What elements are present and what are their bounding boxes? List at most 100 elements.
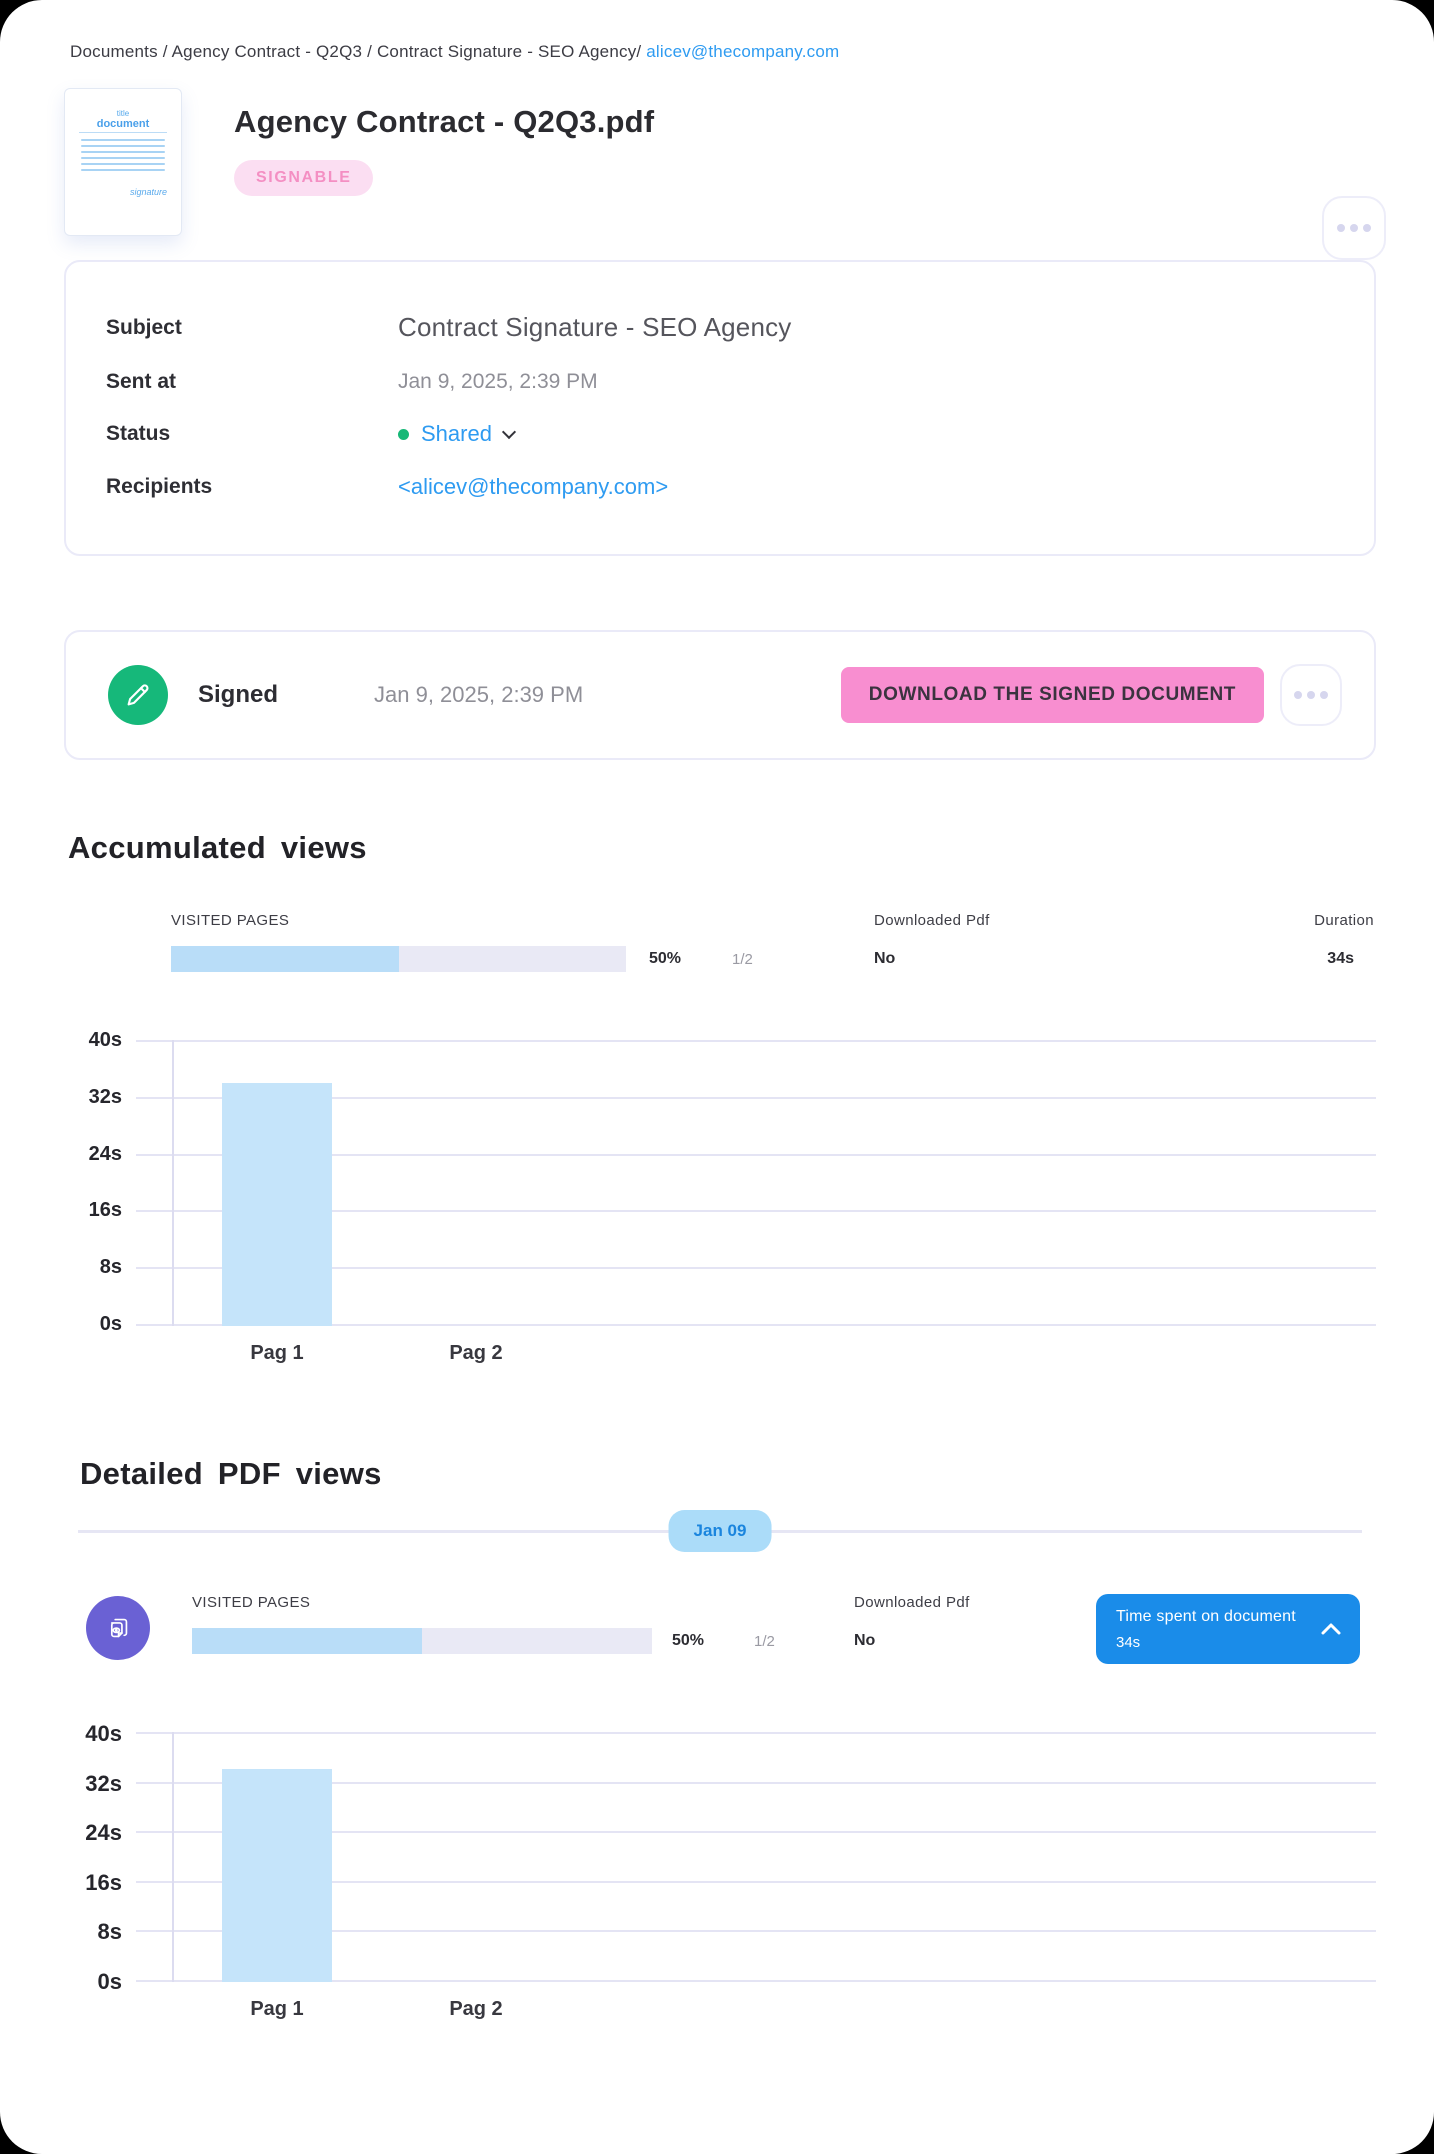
thumbnail-text-line <box>81 157 165 159</box>
y-axis-tick-label: 32s <box>88 1086 122 1108</box>
thumbnail-text-line <box>81 163 165 165</box>
status-green-dot-icon <box>398 428 409 440</box>
visited-pages-progress-fill <box>192 1628 422 1654</box>
x-axis-label: Pag 2 <box>449 1998 503 2020</box>
dates-timeline: Jan 09 <box>64 1510 1376 1554</box>
y-axis-tick-label: 24s <box>88 1143 122 1165</box>
breadcrumb-separator: / <box>636 42 647 61</box>
accumulated-views-chart: Pag 1 Pag 2 0s 8s 16s 24s 32s 40s <box>64 1029 1376 1370</box>
thumbnail-text-line <box>81 151 165 153</box>
download-signed-document-button[interactable]: DOWNLOAD THE SIGNED DOCUMENT <box>840 667 1264 723</box>
breadcrumb-separator: / <box>362 42 377 61</box>
status-dropdown[interactable]: Shared <box>398 421 1334 447</box>
gridline <box>136 1732 1376 1734</box>
visited-pages-progressbar <box>171 946 626 972</box>
gridline <box>136 1831 1376 1833</box>
sent-at-label: Sent at <box>106 370 177 393</box>
subject-row: Subject Contract Signature - SEO Agency <box>106 312 1334 343</box>
gridline <box>136 1097 1376 1099</box>
signable-badge: SIGNABLE <box>234 160 374 196</box>
thumbnail-text-line <box>81 139 165 141</box>
visited-pages-fraction: 1/2 <box>732 951 753 968</box>
time-spent-on-document-button[interactable]: Time spent on document 34s <box>1096 1594 1360 1664</box>
document-header: title document signature Agency Contract… <box>64 88 1386 260</box>
page-title: Agency Contract - Q2Q3.pdf <box>234 104 655 139</box>
signed-more-options-button[interactable] <box>1280 664 1342 726</box>
signed-event-card: Signed Jan 9, 2025, 2:39 PM DOWNLOAD THE… <box>64 630 1376 760</box>
y-axis-tick-label: 8s <box>99 1256 122 1278</box>
chart-x-axis: Pag 1 Pag 2 <box>64 1326 1376 1370</box>
status-value: Shared <box>421 421 492 446</box>
chart-plot-area <box>136 1040 1376 1326</box>
chart-x-axis: Pag 1 Pag 2 <box>64 1982 1376 2026</box>
time-spent-label: Time spent on document <box>1116 1607 1296 1625</box>
y-axis-tick-label: 16s <box>88 1199 122 1221</box>
gridline <box>136 1980 1376 1982</box>
gridline <box>136 1154 1376 1156</box>
breadcrumb-separator: / <box>157 42 172 61</box>
gridline <box>136 1040 1376 1042</box>
downloaded-pdf-label: Downloaded Pdf <box>854 1594 970 1611</box>
signed-status-label: Signed <box>198 681 279 708</box>
gridline <box>136 1324 1376 1326</box>
downloaded-pdf-value: No <box>874 950 896 967</box>
accumulated-stats-row: VISITED PAGES 50% 1/2 Downloaded Pdf No … <box>64 912 1376 982</box>
x-axis-label: Pag 1 <box>250 1342 304 1364</box>
detailed-stats-row: VISITED PAGES 50% 1/2 Downloaded Pdf No … <box>64 1594 1376 1674</box>
accumulated-views-heading: Accumulated views <box>68 830 367 865</box>
breadcrumb-signature[interactable]: Contract Signature - SEO Agency <box>376 42 637 61</box>
visited-pages-percent: 50% <box>672 1632 705 1649</box>
ellipsis-icon <box>1363 224 1371 232</box>
ellipsis-icon <box>1294 691 1302 699</box>
gridline <box>136 1267 1376 1269</box>
chevron-up-icon <box>1321 1623 1341 1635</box>
breadcrumb-email-link[interactable]: alicev@thecompany.com <box>646 42 840 61</box>
y-axis-tick-label: 40s <box>85 1721 122 1746</box>
visited-pages-progress-fill <box>171 946 399 972</box>
chart-plot-area <box>136 1732 1376 1982</box>
y-axis-tick-label: 0s <box>99 1313 122 1335</box>
ellipsis-icon <box>1320 691 1328 699</box>
breadcrumb-contract[interactable]: Agency Contract - Q2Q3 <box>171 42 363 61</box>
gridline <box>136 1881 1376 1883</box>
signed-pencil-icon <box>108 665 168 725</box>
thumbnail-text-line <box>81 169 165 171</box>
bar-pag-1 <box>222 1769 332 1982</box>
time-spent-value: 34s <box>1116 1633 1141 1651</box>
y-axis-tick-label: 32s <box>85 1771 122 1796</box>
header-more-options-button[interactable] <box>1322 196 1386 260</box>
visited-pages-label: VISITED PAGES <box>192 1594 311 1611</box>
sent-at-value: Jan 9, 2025, 2:39 PM <box>398 370 598 393</box>
y-axis-tick-label: 40s <box>88 1029 122 1051</box>
date-pill-jan-09[interactable]: Jan 09 <box>668 1510 772 1552</box>
y-axis-tick-label: 24s <box>85 1820 122 1845</box>
thumbnail-signature-text: signature <box>129 187 167 197</box>
subject-value: Contract Signature - SEO Agency <box>398 312 792 342</box>
gridline <box>136 1930 1376 1932</box>
subject-label: Subject <box>106 315 182 339</box>
status-row: Status Shared <box>106 421 1334 447</box>
chevron-down-icon <box>501 424 517 439</box>
recipients-email-link[interactable]: <alicev@thecompany.com> <box>398 474 669 499</box>
visited-pages-label: VISITED PAGES <box>171 912 290 929</box>
ellipsis-icon <box>1307 691 1315 699</box>
detailed-pdf-views-heading: Detailed PDF views <box>80 1456 382 1491</box>
bar-pag-1 <box>222 1083 332 1326</box>
visited-pages-percent: 50% <box>649 950 682 967</box>
thumbnail-title-text: title <box>116 109 130 118</box>
breadcrumb: Documents / Agency Contract - Q2Q3 / Con… <box>64 42 1376 62</box>
ellipsis-icon <box>1337 224 1345 232</box>
downloaded-pdf-value: No <box>854 1632 876 1649</box>
document-details-card: Subject Contract Signature - SEO Agency … <box>64 260 1376 556</box>
thumbnail-document-text: document <box>79 118 167 133</box>
y-axis-tick-label: 16s <box>85 1870 122 1895</box>
duration-label: Duration <box>1314 912 1374 929</box>
thumbnail-text-line <box>81 145 165 147</box>
signed-timestamp: Jan 9, 2025, 2:39 PM <box>374 682 584 707</box>
visited-pages-progressbar <box>192 1628 652 1654</box>
y-axis-tick-label: 8s <box>97 1919 122 1944</box>
visited-pages-fraction: 1/2 <box>754 1633 775 1650</box>
x-axis-label: Pag 1 <box>250 1998 304 2020</box>
gridline <box>136 1782 1376 1784</box>
breadcrumb-documents[interactable]: Documents <box>70 42 158 61</box>
